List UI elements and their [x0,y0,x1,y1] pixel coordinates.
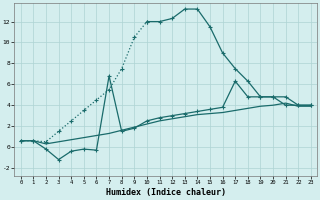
X-axis label: Humidex (Indice chaleur): Humidex (Indice chaleur) [106,188,226,197]
